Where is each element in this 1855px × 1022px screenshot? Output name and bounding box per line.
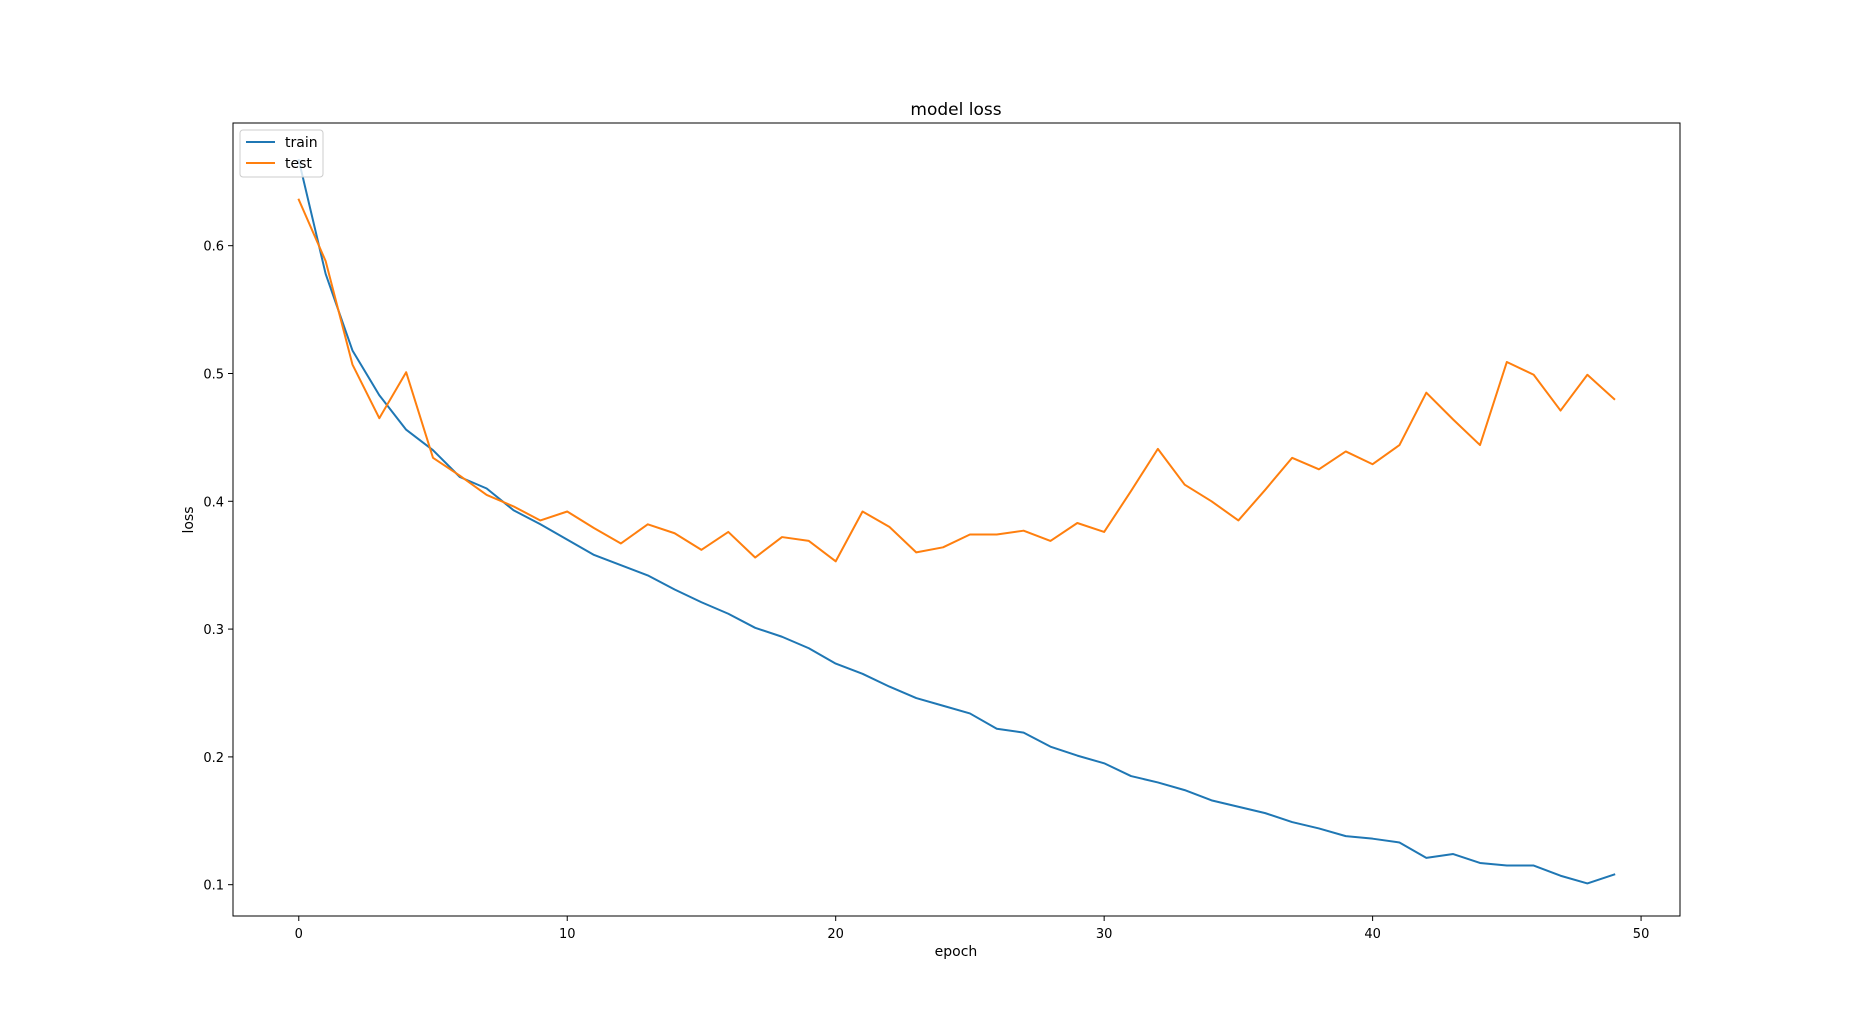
x-tick-label: 0	[295, 927, 303, 942]
y-tick-label: 0.3	[203, 623, 224, 638]
plot-frame	[232, 122, 1681, 917]
y-tick-label: 0.6	[203, 240, 224, 255]
y-tick-label: 0.4	[203, 495, 224, 510]
legend: train test	[239, 129, 324, 178]
x-tick-label: 20	[827, 927, 844, 942]
series-line-test	[297, 198, 1616, 563]
y-tick-label: 0.5	[203, 367, 224, 382]
x-axis-label: epoch	[935, 944, 978, 960]
plot-area	[232, 122, 1681, 917]
y-tick-label: 0.1	[203, 879, 224, 894]
x-tick-label: 10	[559, 927, 576, 942]
legend-entry-train: train	[246, 135, 318, 151]
series-layer	[297, 158, 1616, 885]
x-tick-label: 40	[1364, 927, 1381, 942]
x-tick-label: 30	[1096, 927, 1113, 942]
chart-title: model loss	[910, 100, 1001, 120]
legend-label-train: train	[285, 135, 318, 151]
y-axis-label: loss	[181, 506, 197, 533]
legend-entry-test: test	[246, 156, 312, 172]
legend-label-test: test	[285, 156, 312, 172]
y-tick-label: 0.2	[203, 751, 224, 766]
x-axis: 0 10 20 30 40 50	[295, 916, 1650, 942]
y-axis: 0.1 0.2 0.3 0.4 0.5 0.6	[203, 240, 233, 894]
x-tick-label: 50	[1633, 927, 1650, 942]
series-line-train	[297, 158, 1616, 885]
